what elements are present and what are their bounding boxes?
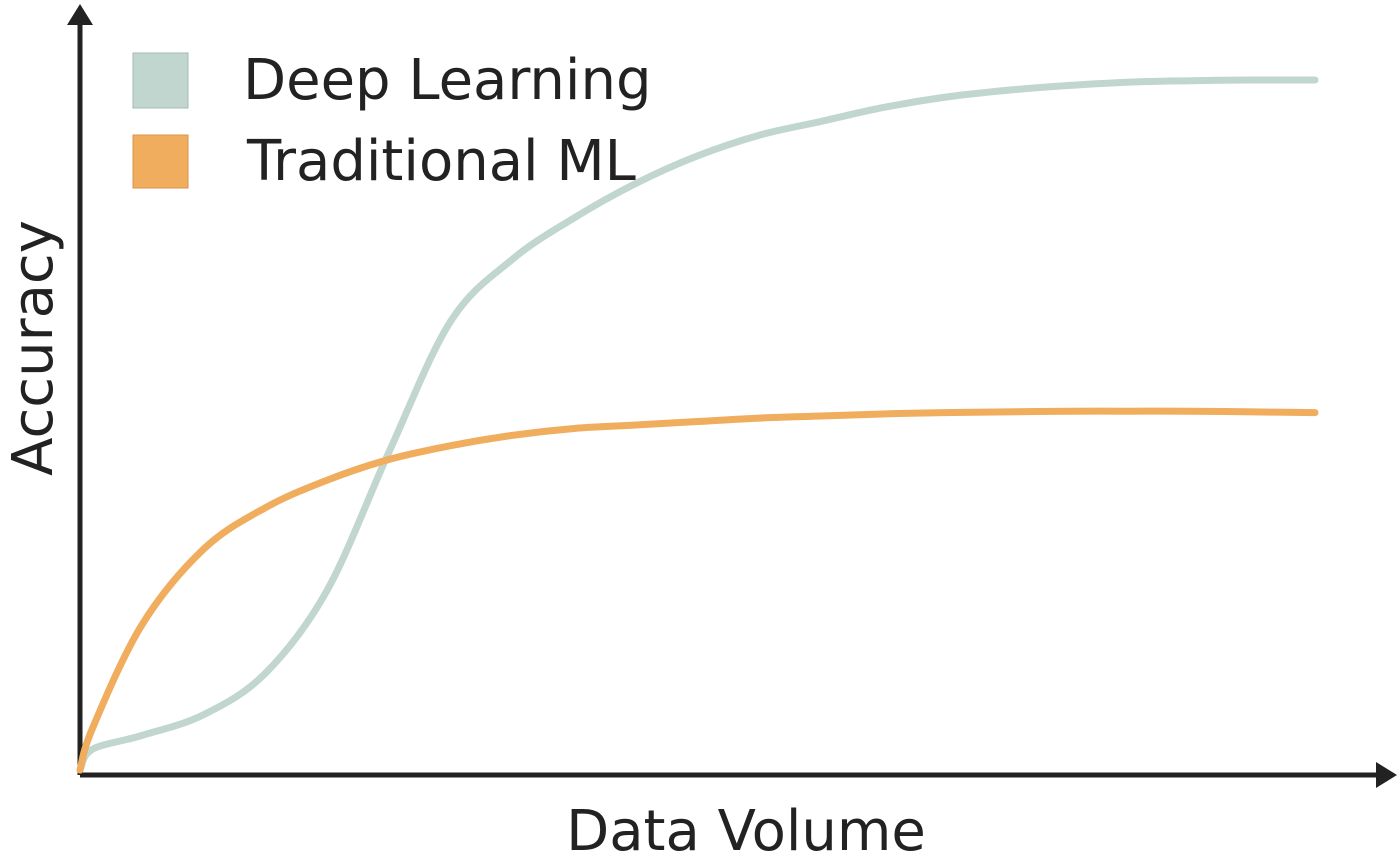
x-axis-arrow: [1376, 762, 1397, 788]
legend: Deep Learning Traditional ML: [132, 48, 652, 194]
y-axis-label: Accuracy: [1, 220, 66, 476]
legend-swatch-traditional-ml: [132, 134, 189, 189]
series-layer: [76, 76, 1319, 774]
series-line-traditional-ml: [76, 407, 1319, 774]
legend-label-traditional-ml: Traditional ML: [246, 129, 636, 194]
series-line-deep-learning: [76, 76, 1319, 774]
legend-swatch-deep-learning: [132, 52, 189, 109]
y-axis-arrow: [67, 4, 93, 25]
legend-label-deep-learning: Deep Learning: [243, 48, 652, 113]
x-axis-label: Data Volume: [566, 799, 926, 864]
